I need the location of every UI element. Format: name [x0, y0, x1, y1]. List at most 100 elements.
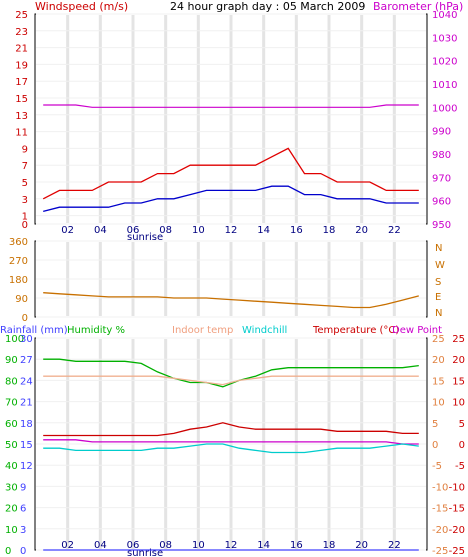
x-tick-label-wind: 12 — [225, 225, 238, 236]
x-tick-label-temp: 04 — [94, 540, 107, 551]
compass-letter-n-bottom: N — [435, 308, 442, 319]
indoor-y-tick-label: -15 — [432, 504, 448, 515]
barometer-y-tick-label: 1000 — [432, 103, 457, 114]
rainfall-y-tick-label: 27 — [20, 355, 33, 366]
humidity-y-tick-label: 10 — [5, 525, 18, 536]
humidity-y-tick-label: 40 — [5, 461, 18, 472]
legend-windchill: Windchill — [242, 325, 287, 336]
compass-letter-e: E — [435, 292, 441, 303]
indoor-y-tick-label: -25 — [432, 546, 448, 557]
x-tick-label-temp: 12 — [225, 540, 238, 551]
legend-humidity: Humidity % — [67, 325, 125, 336]
barometer-y-tick-label: 960 — [432, 197, 451, 208]
x-tick-label-wind: 10 — [192, 225, 205, 236]
indoor-y-tick-label: -10 — [432, 482, 448, 493]
temp-y-tick-label: 10 — [452, 398, 465, 409]
humidity-y-tick-label: 30 — [5, 482, 18, 493]
rainfall-y-tick-label: 30 — [20, 334, 33, 345]
humidity-y-tick-label: 80 — [5, 376, 18, 387]
temp-y-tick-label: -15 — [449, 504, 465, 515]
x-tick-label-wind: 16 — [290, 225, 303, 236]
x-tick-label-wind: 02 — [61, 225, 74, 236]
series-line-windspeed-average — [43, 185, 419, 213]
indoor-y-tick-label: -5 — [432, 461, 442, 472]
temp-y-tick-label: 25 — [452, 334, 465, 345]
temp-y-tick-label: 15 — [452, 376, 465, 387]
wind-y-tick-label: 11 — [15, 128, 28, 139]
wind-y-tick-label: 21 — [15, 44, 28, 55]
windspeed-axis-title: Windspeed (m/s) — [35, 0, 128, 13]
indoor-y-tick-label: 25 — [432, 334, 445, 345]
barometer-y-tick-label: 970 — [432, 173, 451, 184]
indoor-y-tick-label: 10 — [432, 398, 445, 409]
x-tick-label-wind: 08 — [159, 225, 172, 236]
direction-y-tick-label: 270 — [9, 256, 28, 267]
rainfall-y-tick-label: 18 — [20, 419, 33, 430]
barometer-y-tick-label: 990 — [432, 127, 451, 138]
wind-y-tick-label: 0 — [22, 220, 28, 231]
rainfall-y-tick-label: 15 — [20, 440, 33, 451]
barometer-y-tick-label: 950 — [432, 220, 451, 231]
humidity-y-tick-label: 90 — [5, 355, 18, 366]
indoor-y-tick-label: -20 — [432, 525, 448, 536]
humidity-y-tick-label: 50 — [5, 440, 18, 451]
x-tick-label-temp: 16 — [290, 540, 303, 551]
wind-y-tick-label: 23 — [15, 27, 28, 38]
series-line-temperature — [43, 422, 419, 437]
indoor-y-tick-label: 0 — [432, 440, 438, 451]
barometer-axis-title: Barometer (hPa) — [373, 0, 463, 13]
series-line-wind-direction — [43, 292, 419, 309]
indoor-y-tick-label: 15 — [432, 376, 445, 387]
wind-y-tick-label: 25 — [15, 10, 28, 21]
rainfall-y-tick-label: 21 — [20, 398, 33, 409]
wind-y-tick-label: 7 — [22, 161, 28, 172]
temp-y-tick-label: -20 — [449, 525, 465, 536]
humidity-y-tick-label: 100 — [5, 334, 24, 345]
compass-letter-n: N — [435, 243, 442, 254]
indoor-y-tick-label: 20 — [432, 355, 445, 366]
x-tick-label-wind: 14 — [257, 225, 270, 236]
wind-y-tick-label: 13 — [15, 111, 28, 122]
temp-y-tick-label: 5 — [459, 419, 465, 430]
x-tick-label-wind: 20 — [355, 225, 368, 236]
legend-indoor-temp: Indoor temp — [172, 325, 233, 336]
barometer-y-tick-label: 1040 — [432, 10, 457, 21]
humidity-y-tick-label: 60 — [5, 419, 18, 430]
wind-y-tick-label: 1 — [22, 212, 28, 223]
barometer-y-tick-label: 980 — [432, 150, 451, 161]
legend-rainfall: Rainfall (mm) — [0, 325, 68, 336]
rainfall-y-tick-label: 6 — [20, 504, 26, 515]
rainfall-y-tick-label: 12 — [20, 461, 33, 472]
x-tick-label-temp: 10 — [192, 540, 205, 551]
sunrise-label-temp: sunrise — [127, 548, 163, 557]
series-line-indoor-temp — [43, 375, 419, 386]
series-line-barometer — [43, 104, 419, 108]
x-tick-label-wind: 06 — [127, 225, 140, 236]
rainfall-y-tick-label: 9 — [20, 482, 26, 493]
x-tick-label-temp: 02 — [61, 540, 74, 551]
temp-y-tick-label: -10 — [449, 482, 465, 493]
series-line-humidity — [43, 358, 419, 388]
wind-y-tick-label: 5 — [22, 178, 28, 189]
x-tick-label-wind: 18 — [323, 225, 336, 236]
compass-letter-w: W — [435, 260, 445, 271]
series-line-dew-point — [43, 439, 419, 445]
temp-y-tick-label: 20 — [452, 355, 465, 366]
humidity-y-tick-label: 20 — [5, 504, 18, 515]
direction-y-tick-label: 0 — [22, 313, 28, 324]
x-tick-label-temp: 20 — [355, 540, 368, 551]
chart-title: 24 hour graph day : 05 March 2009 — [170, 0, 365, 13]
rainfall-y-tick-label: 24 — [20, 376, 33, 387]
barometer-y-tick-label: 1010 — [432, 80, 457, 91]
humidity-y-tick-label: 0 — [5, 546, 11, 557]
direction-y-tick-label: 360 — [9, 237, 28, 248]
x-tick-label-temp: 08 — [159, 540, 172, 551]
temp-y-tick-label: -25 — [449, 546, 465, 557]
rainfall-y-tick-label: 0 — [20, 546, 26, 557]
legend-dew-point: Dew Point — [392, 325, 442, 336]
indoor-y-tick-label: 5 — [432, 419, 438, 430]
rainfall-y-tick-label: 3 — [20, 525, 26, 536]
series-line-windspeed-gust — [42, 147, 419, 200]
temp-y-tick-label: -5 — [455, 461, 465, 472]
